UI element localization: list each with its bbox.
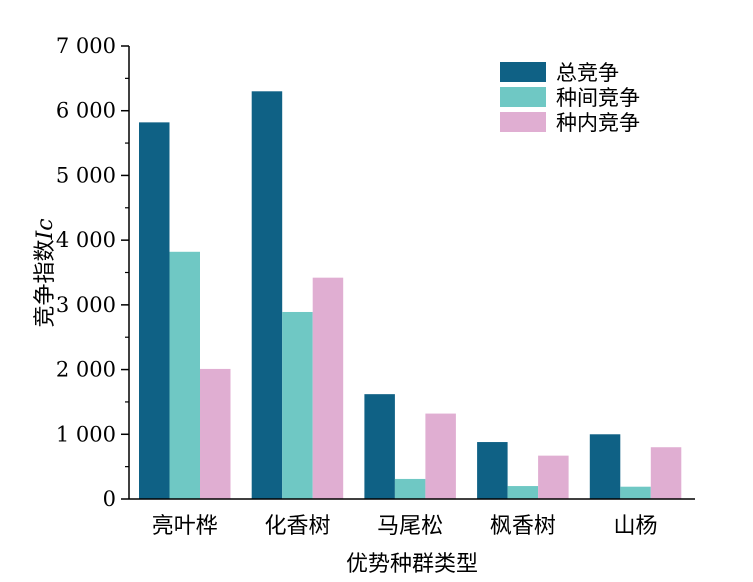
legend-swatch-2 xyxy=(500,87,546,107)
bar-1-3 xyxy=(364,394,395,499)
y-axis-label-main: 竞争指数 xyxy=(33,240,58,328)
y-tick-label: 5 000 xyxy=(56,163,116,187)
y-tick-label: 7 000 xyxy=(56,34,116,58)
y-tick-label: 0 xyxy=(103,487,116,511)
bar-3-2 xyxy=(312,277,344,499)
bar-3-1 xyxy=(200,368,231,499)
y-tick-label: 1 000 xyxy=(56,422,116,446)
bar-1-1 xyxy=(139,122,170,499)
bar-2-3 xyxy=(394,478,426,499)
bar-3-5 xyxy=(650,447,682,499)
x-tick-label: 亮叶桦 xyxy=(152,514,218,539)
x-tick-label: 马尾松 xyxy=(377,514,443,539)
bar-2-1 xyxy=(169,251,200,499)
bar-1-2 xyxy=(251,91,283,500)
x-axis-label: 优势种群类型 xyxy=(346,552,478,577)
bar-1-4 xyxy=(477,442,508,499)
legend-label-1: 总竞争 xyxy=(556,61,619,85)
y-axis-label: 竞争指数Ic xyxy=(33,218,58,327)
x-tick-label: 山杨 xyxy=(614,514,658,539)
bar-2-4 xyxy=(507,486,539,499)
legend-swatch-1 xyxy=(500,62,546,82)
bar-2-5 xyxy=(620,486,651,499)
legend-label-2: 种间竞争 xyxy=(556,86,640,110)
bars-group xyxy=(139,91,682,500)
y-axis-label-symbol: Ic xyxy=(33,218,58,240)
y-ticks-group: 0 1 000 2 000 3 000 4 000 5 000 6 000 7 000 xyxy=(56,34,129,511)
x-tick-label: 枫香树 xyxy=(490,514,556,539)
legend-label-3: 种内竞争 xyxy=(556,111,640,135)
x-tick-label: 化香树 xyxy=(264,514,330,539)
bar-3-3 xyxy=(425,413,456,499)
bar-1-5 xyxy=(589,434,621,499)
y-tick-label: 3 000 xyxy=(56,293,116,317)
x-tick-labels-group: 亮叶桦 化香树 马尾松 枫香树 山杨 xyxy=(152,514,658,539)
bar-2-2 xyxy=(282,311,313,499)
bar-3-4 xyxy=(538,455,569,499)
y-tick-label: 4 000 xyxy=(56,228,116,252)
y-tick-label: 2 000 xyxy=(56,358,116,382)
y-tick-label: 6 000 xyxy=(56,99,116,123)
legend-swatch-3 xyxy=(500,112,546,132)
